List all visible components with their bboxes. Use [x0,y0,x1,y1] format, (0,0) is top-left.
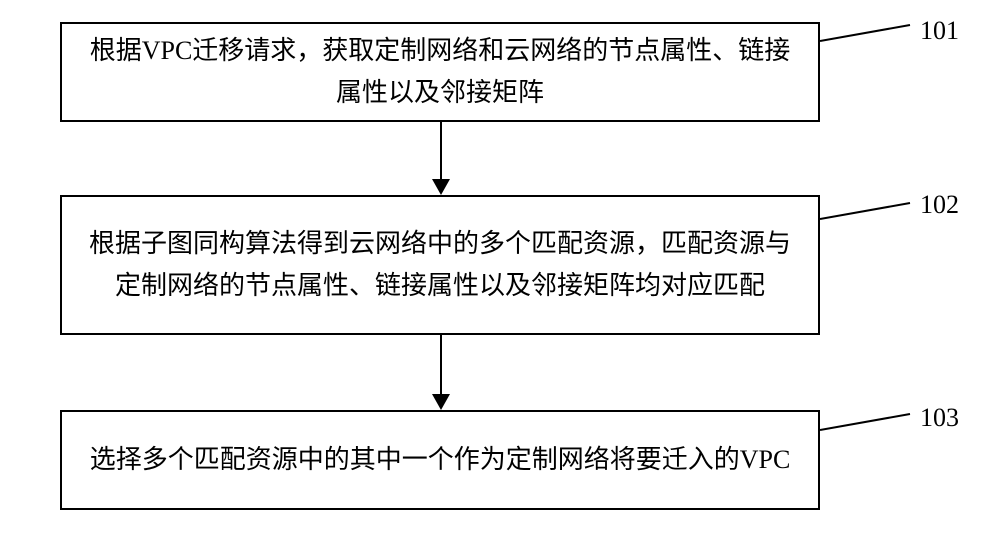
flow-arrow [440,335,442,410]
flow-step-text: 根据子图同构算法得到云网络中的多个匹配资源，匹配资源与定制网络的节点属性、链接属… [82,223,798,306]
flow-arrow [440,122,442,195]
flow-step-101: 根据VPC迁移请求，获取定制网络和云网络的节点属性、链接属性以及邻接矩阵 [60,22,820,122]
flow-step-text: 选择多个匹配资源中的其中一个作为定制网络将要迁入的VPC [90,439,791,481]
flow-step-102: 根据子图同构算法得到云网络中的多个匹配资源，匹配资源与定制网络的节点属性、链接属… [60,195,820,335]
label-connector [820,410,915,435]
flow-step-text: 根据VPC迁移请求，获取定制网络和云网络的节点属性、链接属性以及邻接矩阵 [82,30,798,113]
flow-step-label: 103 [920,403,959,433]
label-connector [820,197,915,222]
flow-step-103: 选择多个匹配资源中的其中一个作为定制网络将要迁入的VPC [60,410,820,510]
flowchart-canvas: 根据VPC迁移请求，获取定制网络和云网络的节点属性、链接属性以及邻接矩阵 101… [0,0,1000,546]
label-connector [820,22,915,47]
flow-step-label: 101 [920,16,959,46]
flow-step-label: 102 [920,190,959,220]
